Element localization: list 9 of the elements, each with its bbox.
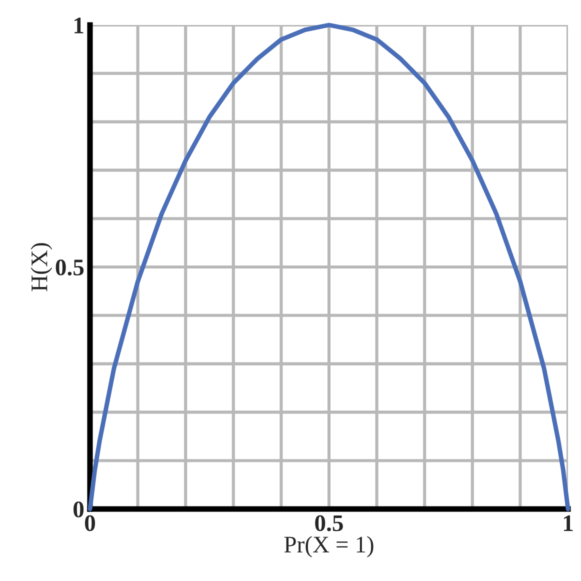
x-tick-label: 0: [84, 515, 96, 532]
line-series: [88, 22, 570, 512]
x-tick-label: 0.5: [315, 515, 343, 532]
y-tick-label: 1: [74, 18, 84, 34]
x-axis-title: Pr(X = 1): [284, 536, 374, 558]
y-axis-title: H(X): [30, 243, 52, 292]
y-tick-label: 0.5: [56, 259, 84, 276]
x-tick-label: 1: [564, 515, 573, 531]
y-tick-label: 0: [74, 501, 84, 518]
